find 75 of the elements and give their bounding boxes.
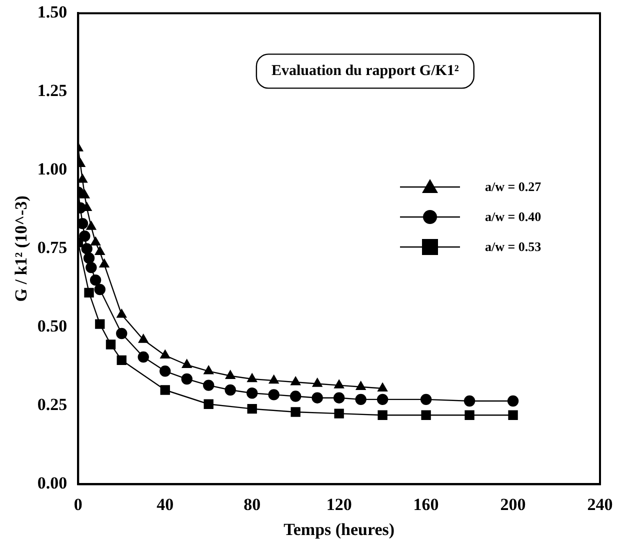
point — [290, 407, 300, 417]
point — [246, 388, 258, 399]
point — [160, 350, 170, 359]
point — [90, 236, 100, 246]
point — [182, 359, 192, 368]
point — [84, 288, 94, 298]
legend-label: a/w = 0.40 — [485, 209, 542, 226]
point — [90, 274, 102, 286]
point — [421, 410, 431, 420]
point — [83, 252, 95, 264]
x-axis-title: Temps (heures) — [284, 520, 395, 540]
point — [116, 309, 127, 318]
point — [247, 404, 257, 414]
point — [420, 394, 432, 406]
point — [268, 374, 279, 384]
point — [86, 262, 97, 274]
text: Evaluation du rapport G/K1² — [271, 63, 460, 80]
y-tick-label: 1.25 — [37, 81, 68, 100]
point — [78, 218, 88, 230]
x-tick-label: 200 — [500, 494, 526, 514]
point — [508, 410, 518, 420]
x-tick-label: 80 — [244, 494, 261, 514]
point — [355, 394, 366, 406]
point — [138, 334, 148, 343]
point — [356, 381, 366, 390]
point — [204, 366, 214, 374]
point — [507, 395, 519, 407]
point — [160, 366, 171, 377]
y-tick-label: 0.00 — [37, 474, 68, 493]
x-tick-label: 40 — [156, 494, 174, 514]
point — [138, 351, 149, 363]
point — [181, 373, 192, 385]
point — [268, 389, 280, 400]
point — [464, 410, 474, 420]
legend-label: a/w = 0.53 — [485, 239, 542, 256]
x-tick-label: 240 — [587, 494, 613, 514]
point — [334, 408, 344, 418]
point — [80, 190, 90, 198]
y-axis-title: G / k1² (10^-3) — [12, 196, 31, 302]
point — [94, 246, 105, 255]
point — [79, 230, 90, 242]
point — [290, 390, 302, 402]
point — [224, 384, 236, 396]
point — [116, 328, 128, 340]
point — [78, 174, 88, 183]
point — [225, 370, 236, 379]
y-tick-label: 0.50 — [37, 316, 68, 336]
point — [378, 410, 388, 420]
point — [312, 392, 323, 404]
point — [333, 392, 345, 404]
y-tick-label: 0.75 — [37, 238, 68, 258]
x-tick-label: 0 — [74, 494, 82, 514]
point — [86, 221, 96, 230]
legend-label: a/w = 0.27 — [485, 179, 542, 196]
x-tick-label: 120 — [326, 494, 352, 514]
point — [203, 380, 214, 391]
point — [116, 355, 126, 366]
point — [378, 382, 388, 392]
point — [99, 258, 110, 268]
point — [464, 395, 476, 407]
y-tick-label: 0.25 — [37, 395, 68, 414]
x-tick-label: 160 — [413, 494, 439, 514]
point — [312, 378, 322, 387]
point — [247, 373, 258, 382]
point — [94, 284, 106, 296]
point — [95, 319, 105, 329]
point — [290, 376, 301, 386]
point — [334, 380, 344, 388]
y-tick-label: 1.00 — [37, 160, 68, 179]
point — [106, 340, 116, 350]
point — [160, 385, 170, 395]
point — [81, 243, 92, 254]
point — [204, 399, 214, 409]
point — [376, 394, 388, 406]
y-tick-label: 1.50 — [37, 2, 68, 22]
